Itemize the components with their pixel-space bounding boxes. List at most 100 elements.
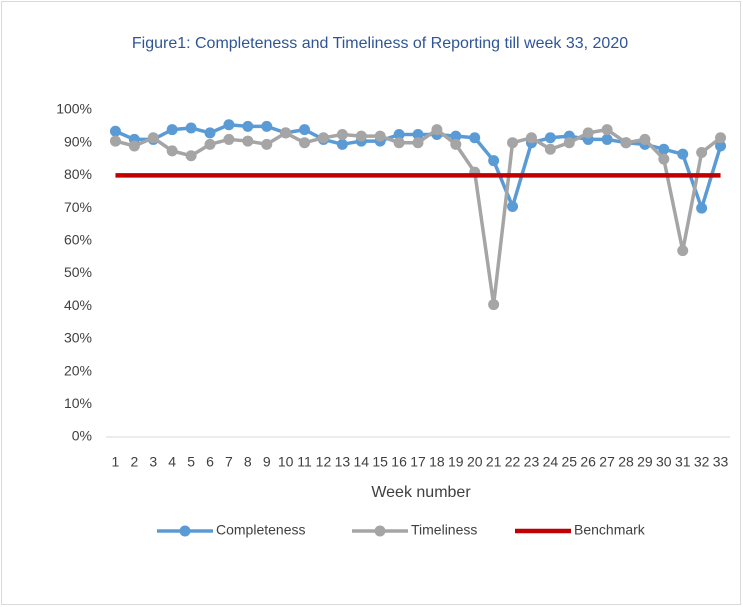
- x-tick-label: 12: [316, 454, 332, 470]
- point: [450, 138, 462, 150]
- point: [280, 127, 292, 139]
- point: [336, 129, 348, 141]
- point: [166, 124, 178, 136]
- point: [412, 137, 424, 149]
- x-tick-label: 24: [543, 454, 559, 470]
- x-tick-label: 8: [244, 454, 252, 470]
- x-axis-title: Week number: [371, 484, 471, 501]
- y-tick-label: 100%: [56, 101, 92, 117]
- point: [185, 150, 197, 162]
- point: [261, 120, 273, 132]
- point: [431, 124, 443, 136]
- legend-label: Completeness: [216, 522, 306, 538]
- y-tick-label: 80%: [64, 166, 92, 182]
- point: [261, 138, 273, 150]
- x-tick-label: 27: [599, 454, 615, 470]
- point: [412, 129, 424, 141]
- x-tick-label: 33: [713, 454, 729, 470]
- point: [393, 137, 405, 149]
- y-tick-label: 60%: [64, 232, 92, 248]
- y-tick-label: 50%: [64, 264, 92, 280]
- point: [242, 120, 254, 132]
- point: [544, 132, 556, 144]
- point: [488, 155, 500, 167]
- point: [336, 138, 348, 150]
- x-tick-label: 26: [580, 454, 596, 470]
- x-tick-label: 7: [225, 454, 233, 470]
- y-tick-label: 10%: [64, 395, 92, 411]
- point: [563, 137, 575, 149]
- x-tick-label: 14: [353, 454, 369, 470]
- point: [677, 148, 689, 160]
- point: [109, 125, 121, 137]
- point: [658, 153, 670, 165]
- point: [317, 132, 329, 144]
- x-tick-label: 29: [637, 454, 653, 470]
- point: [355, 130, 367, 142]
- point: [696, 147, 708, 159]
- y-tick-label: 20%: [64, 362, 92, 378]
- legend-label: Timeliness: [411, 522, 477, 538]
- point: [696, 202, 708, 214]
- point: [582, 127, 594, 139]
- x-tick-label: 31: [675, 454, 691, 470]
- x-tick-label: 6: [206, 454, 214, 470]
- point: [488, 299, 500, 311]
- point: [507, 137, 519, 149]
- x-tick-label: 19: [448, 454, 464, 470]
- x-tick-label: 9: [263, 454, 271, 470]
- point: [525, 132, 537, 144]
- x-tick-label: 28: [618, 454, 634, 470]
- x-tick-label: 20: [467, 454, 483, 470]
- x-tick-label: 16: [391, 454, 407, 470]
- x-tick-label: 32: [694, 454, 710, 470]
- point: [299, 124, 311, 136]
- x-tick-label: 30: [656, 454, 672, 470]
- legend-label: Benchmark: [574, 522, 646, 538]
- x-tick-label: 2: [130, 454, 138, 470]
- x-tick-label: 11: [297, 454, 312, 470]
- x-tick-label: 5: [187, 454, 195, 470]
- y-tick-label: 0%: [72, 428, 92, 444]
- legend-marker: [374, 525, 386, 537]
- x-tick-label: 25: [561, 454, 577, 470]
- x-tick-label: 13: [335, 454, 351, 470]
- point: [639, 133, 651, 145]
- point: [715, 140, 727, 152]
- point: [374, 130, 386, 142]
- point: [109, 135, 121, 147]
- point: [715, 132, 727, 144]
- x-tick-label: 4: [168, 454, 176, 470]
- point: [204, 127, 216, 139]
- y-tick-label: 40%: [64, 297, 92, 313]
- x-tick-label: 15: [372, 454, 388, 470]
- x-tick-label: 22: [505, 454, 521, 470]
- x-tick-label: 18: [429, 454, 445, 470]
- point: [185, 122, 197, 134]
- point: [299, 137, 311, 149]
- point: [393, 129, 405, 141]
- point: [601, 133, 613, 145]
- x-tick-label: 21: [486, 454, 502, 470]
- x-tick-label: 23: [524, 454, 540, 470]
- point: [223, 133, 235, 145]
- legend-marker: [179, 525, 191, 537]
- point: [677, 245, 689, 257]
- x-tick-label: 10: [278, 454, 294, 470]
- point: [128, 140, 140, 152]
- point: [147, 132, 159, 144]
- x-tick-label: 1: [112, 454, 120, 470]
- point: [204, 138, 216, 150]
- chart-title: Figure1: Completeness and Timeliness of …: [131, 35, 629, 52]
- point: [658, 143, 670, 155]
- y-tick-label: 30%: [64, 330, 92, 346]
- point: [620, 137, 632, 149]
- y-tick-label: 70%: [64, 199, 92, 215]
- point: [469, 132, 481, 144]
- y-tick-label: 90%: [64, 133, 92, 149]
- point: [450, 130, 462, 142]
- point: [166, 145, 178, 157]
